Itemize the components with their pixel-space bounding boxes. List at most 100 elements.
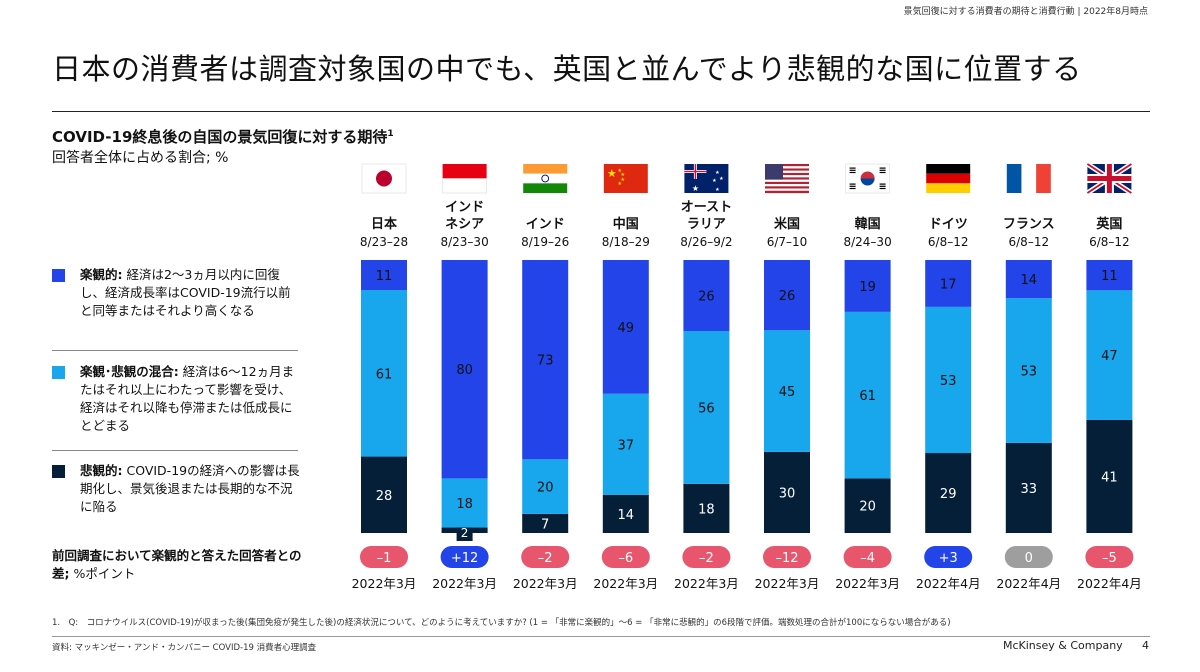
brand-name: McKinsey & Company (1003, 639, 1123, 652)
survey-date: 6/7–10 (767, 235, 808, 249)
bar-pessimistic (361, 456, 407, 533)
page-title: 日本の消費者は調査対象国の中でも、英国と並んでより悲観的な国に位置する (52, 52, 1082, 86)
data-label-pessimistic: 29 (940, 487, 957, 502)
data-label-optimistic: 17 (940, 277, 957, 292)
flag-part (1021, 164, 1037, 193)
data-label-optimistic: 11 (376, 269, 393, 284)
flag-part: ★ (712, 178, 717, 184)
flag-part (860, 171, 875, 179)
difference-label-bold: 前回調査において楽観的と答えた回答者との差; (52, 548, 302, 581)
previous-survey-date: 2022年3月 (352, 576, 417, 591)
legend-mixed-title: 楽観･悲観の混合: (80, 364, 179, 379)
flag-in-icon (523, 164, 568, 193)
data-label-pessimistic: 30 (779, 486, 796, 501)
bar-mixed (361, 290, 407, 457)
bar-mixed (522, 459, 569, 514)
flag-part (879, 169, 886, 171)
flag-part (523, 164, 568, 174)
header-note: 景気回復に対する消費者の期待と消費行動 | 2022年8月時点 (903, 7, 1148, 17)
legend-swatch-mixed (52, 366, 65, 379)
data-label-optimistic: 19 (859, 280, 876, 295)
bar-optimistic (1086, 260, 1133, 291)
bar-optimistic (1005, 260, 1052, 299)
bar-optimistic (602, 260, 649, 394)
flag-part: ★ (621, 172, 626, 178)
footer-divider (52, 636, 1150, 637)
bar-pessimistic (522, 513, 569, 533)
bar-mixed (683, 330, 730, 484)
country-label: ドイツ (929, 217, 968, 232)
previous-survey-date: 2022年4月 (996, 576, 1061, 591)
bar-optimistic (925, 260, 972, 307)
flag-part (765, 186, 809, 189)
data-label-mixed: 45 (779, 385, 796, 400)
flag-part (879, 171, 886, 174)
survey-date: 8/24–30 (843, 235, 891, 249)
bar-optimistic (441, 260, 488, 479)
bar-optimistic (764, 260, 810, 331)
data-label-pessimistic: 33 (1021, 482, 1038, 497)
bar-mixed (1086, 290, 1133, 420)
flag-part (849, 183, 856, 185)
data-label-mixed: 53 (1021, 365, 1038, 380)
flag-part: ★ (715, 170, 720, 176)
country-label: ネシア (445, 217, 484, 232)
flag-part (926, 164, 971, 174)
flag-id-icon (442, 164, 487, 194)
previous-survey-date: 2022年4月 (916, 576, 981, 591)
difference-label-unit: %ポイント (69, 566, 136, 581)
flag-part (879, 187, 886, 190)
flag-part (1006, 164, 1022, 193)
country-label: インド (445, 200, 484, 215)
bar-pessimistic (925, 453, 972, 533)
country-label: オースト (681, 200, 732, 215)
chart-title-text: COVID-19終息後の自国の景気回復に対する期待 (52, 128, 388, 146)
country-label: フランス (1003, 217, 1055, 232)
difference-value: –1 (377, 551, 392, 566)
flag-part (765, 188, 809, 191)
flag-au-icon: ★★★ ★★ (684, 164, 729, 193)
flag-part: ★ (715, 187, 720, 193)
survey-date: 6/8–12 (1089, 235, 1130, 249)
survey-date: 8/26–9/2 (680, 235, 732, 249)
legend-swatch-optimistic (52, 269, 65, 282)
difference-badge (1004, 546, 1053, 568)
flag-part: ★ (618, 181, 623, 187)
previous-survey-date: 2022年3月 (674, 576, 739, 591)
flag-part (765, 164, 809, 167)
legend-mixed: 楽観･悲観の混合: 経済は6～12ヵ月またはそれ以上にわたって影響を受け、経済は… (52, 363, 302, 435)
data-label-pessimistic: 2 (461, 526, 469, 540)
flag-part: ★ (618, 168, 623, 174)
bar-mixed (441, 478, 488, 528)
legend-swatch-pessimistic (52, 465, 65, 478)
legend-pessimistic: 悲観的: COVID-19の経済への影響は長期化し、景気後退または長期的な不況に… (52, 462, 302, 516)
flag-gb-icon (1086, 161, 1133, 196)
flag-part (849, 169, 856, 171)
data-label-pessimistic: 41 (1101, 470, 1118, 485)
bar-pessimistic (844, 478, 891, 533)
flag-part (849, 167, 856, 169)
difference-value: +3 (939, 551, 958, 566)
data-label-optimistic: 80 (456, 363, 473, 378)
flag-part: ★ (621, 177, 626, 183)
difference-value: –12 (775, 551, 798, 566)
chart-unit: 回答者全体に占める割合; % (52, 150, 229, 166)
data-label-optimistic: 14 (1021, 273, 1038, 288)
flag-fr-icon (1006, 164, 1051, 193)
data-label-optimistic: 11 (1101, 269, 1118, 284)
flag-part (603, 164, 648, 193)
flag-part (442, 164, 487, 179)
previous-survey-date: 2022年3月 (835, 576, 900, 591)
footnote-marker: 1 (387, 129, 394, 139)
flag-us-icon (765, 164, 809, 194)
data-label-mixed: 53 (940, 374, 957, 389)
survey-date: 6/8–12 (1009, 235, 1050, 249)
flag-part (879, 167, 886, 169)
flag-part (879, 183, 886, 185)
bar-pessimistic (1005, 442, 1052, 533)
legend-divider (52, 450, 298, 451)
data-label-optimistic: 73 (537, 354, 554, 369)
flag-cn-icon: ★ ★★★★ (603, 164, 648, 193)
difference-badge (601, 546, 650, 568)
